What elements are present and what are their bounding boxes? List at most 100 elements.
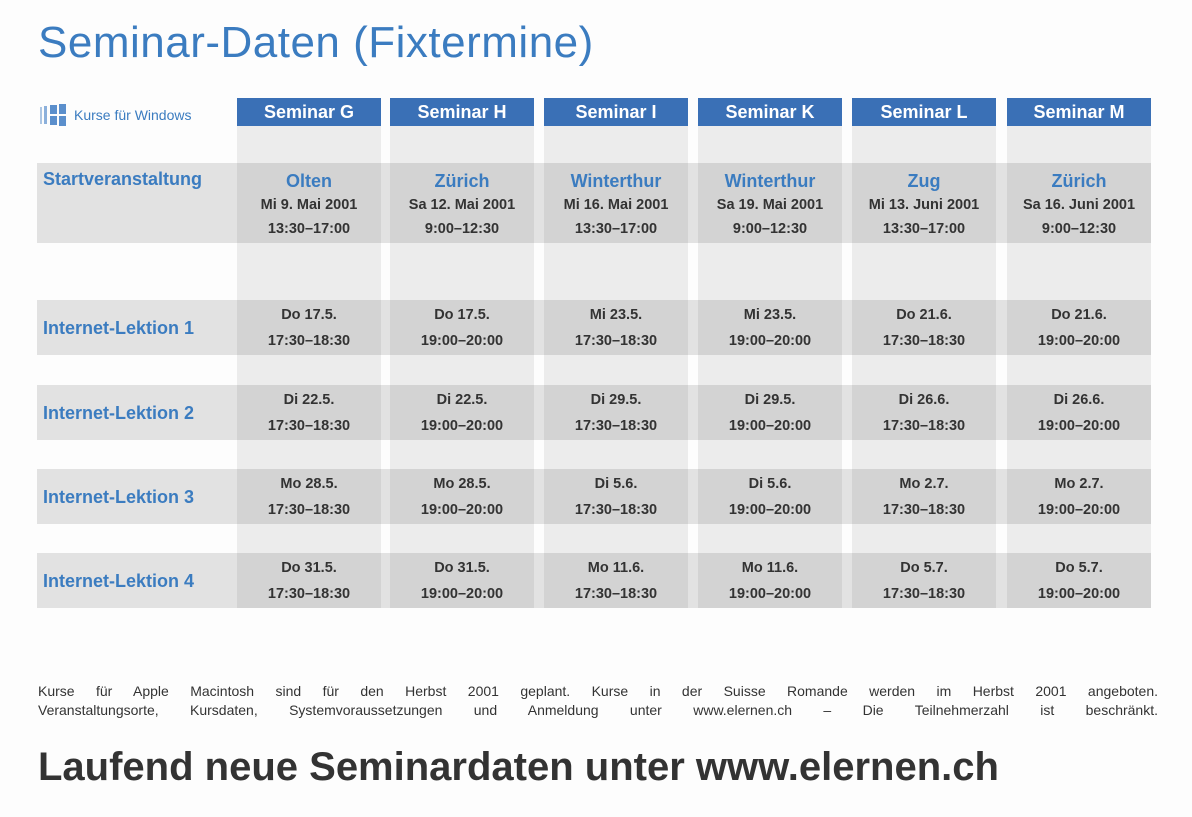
start-cell: Winterthur Sa 19. Mai 2001 9:00–12:30 — [698, 163, 842, 243]
lesson-cell: Mi 23.5. 19:00–20:00 — [698, 300, 842, 355]
time: 17:30–18:30 — [882, 333, 966, 349]
time: 17:30–18:30 — [574, 418, 658, 434]
city: Winterthur — [724, 171, 816, 191]
lesson-cell: Do 5.7. 17:30–18:30 — [852, 553, 996, 608]
date: Di 29.5. — [744, 392, 796, 408]
lesson-cell: Do 21.6. 19:00–20:00 — [1007, 300, 1151, 355]
time: 9:00–12:30 — [732, 221, 808, 237]
date: Mo 28.5. — [433, 476, 491, 492]
row-label: Internet-Lektion 2 — [43, 403, 195, 423]
time: 19:00–20:00 — [1037, 333, 1121, 349]
time: 13:30–17:00 — [574, 221, 658, 237]
start-cell: Zürich Sa 12. Mai 2001 9:00–12:30 — [390, 163, 534, 243]
start-cell: Olten Mi 9. Mai 2001 13:30–17:00 — [237, 163, 381, 243]
time: 19:00–20:00 — [420, 502, 504, 518]
time: 17:30–18:30 — [882, 418, 966, 434]
date: Di 5.6. — [594, 476, 638, 492]
date: Mi 23.5. — [589, 307, 643, 323]
date: Do 17.5. — [434, 307, 490, 323]
platform-label: Kurse für Windows — [38, 103, 191, 127]
time: 17:30–18:30 — [267, 418, 351, 434]
date: Mi 13. Juni 2001 — [868, 197, 980, 213]
date: Di 22.5. — [436, 392, 488, 408]
lesson-cell: Mo 2.7. 17:30–18:30 — [852, 469, 996, 524]
seminar-header: Seminar L — [852, 98, 996, 126]
time: 17:30–18:30 — [267, 586, 351, 602]
start-cell: Zürich Sa 16. Juni 2001 9:00–12:30 — [1007, 163, 1151, 243]
date: Di 29.5. — [590, 392, 642, 408]
time: 17:30–18:30 — [574, 586, 658, 602]
seminar-header: Seminar H — [390, 98, 534, 126]
time: 19:00–20:00 — [728, 502, 812, 518]
lesson-cell: Di 29.5. 17:30–18:30 — [544, 385, 688, 440]
lesson-cell: Mo 28.5. 17:30–18:30 — [237, 469, 381, 524]
date: Mo 11.6. — [741, 560, 799, 576]
time: 17:30–18:30 — [267, 502, 351, 518]
time: 19:00–20:00 — [420, 586, 504, 602]
date: Di 22.5. — [283, 392, 335, 408]
time: 17:30–18:30 — [882, 502, 966, 518]
time: 19:00–20:00 — [1037, 418, 1121, 434]
time: 17:30–18:30 — [267, 333, 351, 349]
lesson-cell: Di 26.6. 17:30–18:30 — [852, 385, 996, 440]
lesson-cell: Di 22.5. 17:30–18:30 — [237, 385, 381, 440]
date: Mo 11.6. — [587, 560, 645, 576]
date: Do 21.6. — [1051, 307, 1107, 323]
date: Do 5.7. — [900, 560, 948, 576]
date: Di 5.6. — [748, 476, 792, 492]
platform-label-text: Kurse für Windows — [74, 107, 192, 123]
date: Mi 23.5. — [743, 307, 797, 323]
city: Olten — [285, 171, 332, 191]
page-title: Seminar-Daten (Fixtermine) — [38, 18, 594, 67]
time: 19:00–20:00 — [420, 418, 504, 434]
lesson-cell: Do 17.5. 17:30–18:30 — [237, 300, 381, 355]
row-label: Startveranstaltung — [43, 169, 203, 189]
footer-slogan: Laufend neue Seminardaten unter www.eler… — [38, 745, 999, 789]
date: Do 17.5. — [281, 307, 337, 323]
lesson-cell: Mo 28.5. 19:00–20:00 — [390, 469, 534, 524]
lesson-cell: Mo 11.6. 17:30–18:30 — [544, 553, 688, 608]
note-line: Veranstaltungsorte, Kursdaten, Systemvor… — [38, 702, 1158, 718]
time: 9:00–12:30 — [1041, 221, 1117, 237]
date: Sa 16. Juni 2001 — [1022, 197, 1136, 213]
date: Di 26.6. — [898, 392, 950, 408]
time: 19:00–20:00 — [728, 418, 812, 434]
time: 19:00–20:00 — [420, 333, 504, 349]
lesson-cell: Di 5.6. 17:30–18:30 — [544, 469, 688, 524]
date: Sa 19. Mai 2001 — [716, 197, 824, 213]
start-cell: Zug Mi 13. Juni 2001 13:30–17:00 — [852, 163, 996, 243]
time: 13:30–17:00 — [267, 221, 351, 237]
note-line: Kurse für Apple Macintosh sind für den H… — [38, 683, 1158, 699]
lesson-cell: Do 17.5. 19:00–20:00 — [390, 300, 534, 355]
date: Mi 16. Mai 2001 — [563, 197, 669, 213]
lesson-cell: Di 29.5. 19:00–20:00 — [698, 385, 842, 440]
start-cell: Winterthur Mi 16. Mai 2001 13:30–17:00 — [544, 163, 688, 243]
lesson-cell: Mo 2.7. 19:00–20:00 — [1007, 469, 1151, 524]
date: Di 26.6. — [1053, 392, 1105, 408]
row-label: Internet-Lektion 3 — [43, 487, 195, 507]
time: 19:00–20:00 — [728, 586, 812, 602]
row-label: Internet-Lektion 4 — [43, 571, 195, 591]
lesson-cell: Di 5.6. 19:00–20:00 — [698, 469, 842, 524]
seminar-header: Seminar G — [237, 98, 381, 126]
time: 19:00–20:00 — [1037, 586, 1121, 602]
city: Zürich — [1051, 171, 1107, 191]
city: Zürich — [434, 171, 490, 191]
date: Do 31.5. — [434, 560, 490, 576]
city: Winterthur — [570, 171, 662, 191]
date: Sa 12. Mai 2001 — [408, 197, 516, 213]
lesson-cell: Do 5.7. 19:00–20:00 — [1007, 553, 1151, 608]
date: Do 31.5. — [281, 560, 337, 576]
time: 19:00–20:00 — [728, 333, 812, 349]
lesson-cell: Do 31.5. 19:00–20:00 — [390, 553, 534, 608]
date: Mi 9. Mai 2001 — [260, 197, 358, 213]
windows-logo-icon — [40, 104, 66, 126]
row-label: Internet-Lektion 1 — [43, 318, 195, 338]
time: 17:30–18:30 — [882, 586, 966, 602]
seminar-header: Seminar M — [1007, 98, 1151, 126]
date: Do 5.7. — [1055, 560, 1103, 576]
lesson-cell: Do 21.6. 17:30–18:30 — [852, 300, 996, 355]
time: 17:30–18:30 — [574, 502, 658, 518]
city: Zug — [907, 171, 941, 191]
lesson-cell: Mo 11.6. 19:00–20:00 — [698, 553, 842, 608]
